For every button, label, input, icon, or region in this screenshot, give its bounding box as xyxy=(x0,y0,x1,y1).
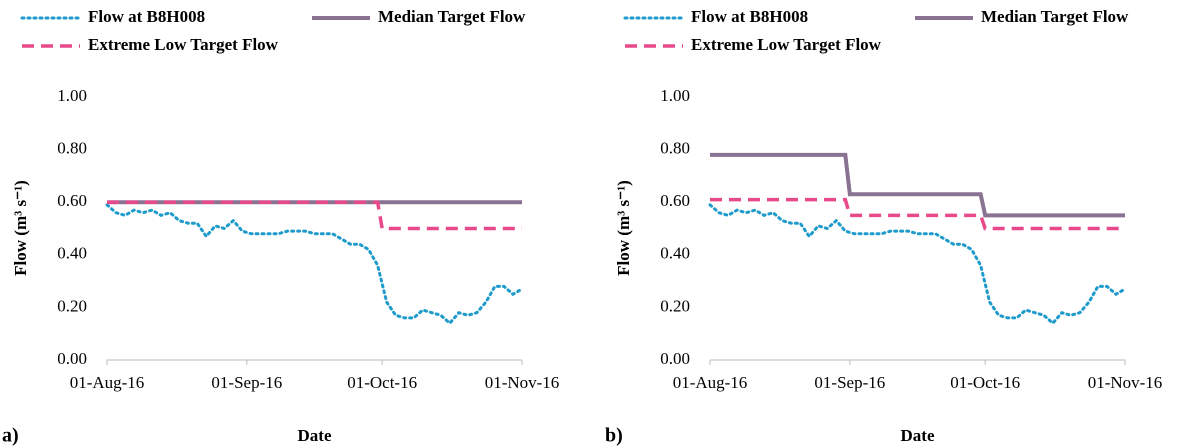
y-tick-label: 0.80 xyxy=(57,139,87,158)
panel-label: a) xyxy=(2,425,19,447)
y-tick-label: 0.60 xyxy=(660,191,690,210)
y-tick-label: 0.40 xyxy=(57,244,87,263)
x-axis-label: Date xyxy=(298,426,332,445)
y-tick-label: 1.00 xyxy=(57,86,87,105)
x-tick-label: 01-Nov-16 xyxy=(485,373,560,392)
y-tick-label: 0.40 xyxy=(660,244,690,263)
panel-label: b) xyxy=(605,425,623,447)
legend-label: Flow at B8H008 xyxy=(691,7,808,26)
x-tick-label: 01-Aug-16 xyxy=(673,373,748,392)
x-tick-label: 01-Nov-16 xyxy=(1088,373,1163,392)
series-line xyxy=(710,197,1125,231)
series-line xyxy=(105,203,524,326)
y-axis-label: Flow (m³ s⁻¹) xyxy=(11,180,30,276)
y-tick-label: 0.00 xyxy=(57,349,87,368)
legend-label: Extreme Low Target Flow xyxy=(88,35,279,54)
y-tick-label: 0.80 xyxy=(660,139,690,158)
y-axis-label: Flow (m³ s⁻¹) xyxy=(614,180,633,276)
legend-label: Extreme Low Target Flow xyxy=(691,35,882,54)
legend-label: Median Target Flow xyxy=(378,7,526,26)
y-tick-label: 0.00 xyxy=(660,349,690,368)
x-tick-label: 01-Oct-16 xyxy=(950,373,1020,392)
legend-label: Flow at B8H008 xyxy=(88,7,205,26)
x-tick-label: 01-Sep-16 xyxy=(211,373,282,392)
y-tick-label: 0.20 xyxy=(57,296,87,315)
y-tick-label: 0.60 xyxy=(57,191,87,210)
series-line xyxy=(107,200,522,231)
y-tick-label: 1.00 xyxy=(660,86,690,105)
x-tick-label: 01-Sep-16 xyxy=(814,373,885,392)
legend-label: Median Target Flow xyxy=(981,7,1129,26)
series-line xyxy=(708,203,1127,326)
series-line xyxy=(710,152,1125,218)
y-tick-label: 0.20 xyxy=(660,296,690,315)
x-tick-label: 01-Oct-16 xyxy=(347,373,417,392)
x-tick-label: 01-Aug-16 xyxy=(70,373,145,392)
x-axis-label: Date xyxy=(901,426,935,445)
